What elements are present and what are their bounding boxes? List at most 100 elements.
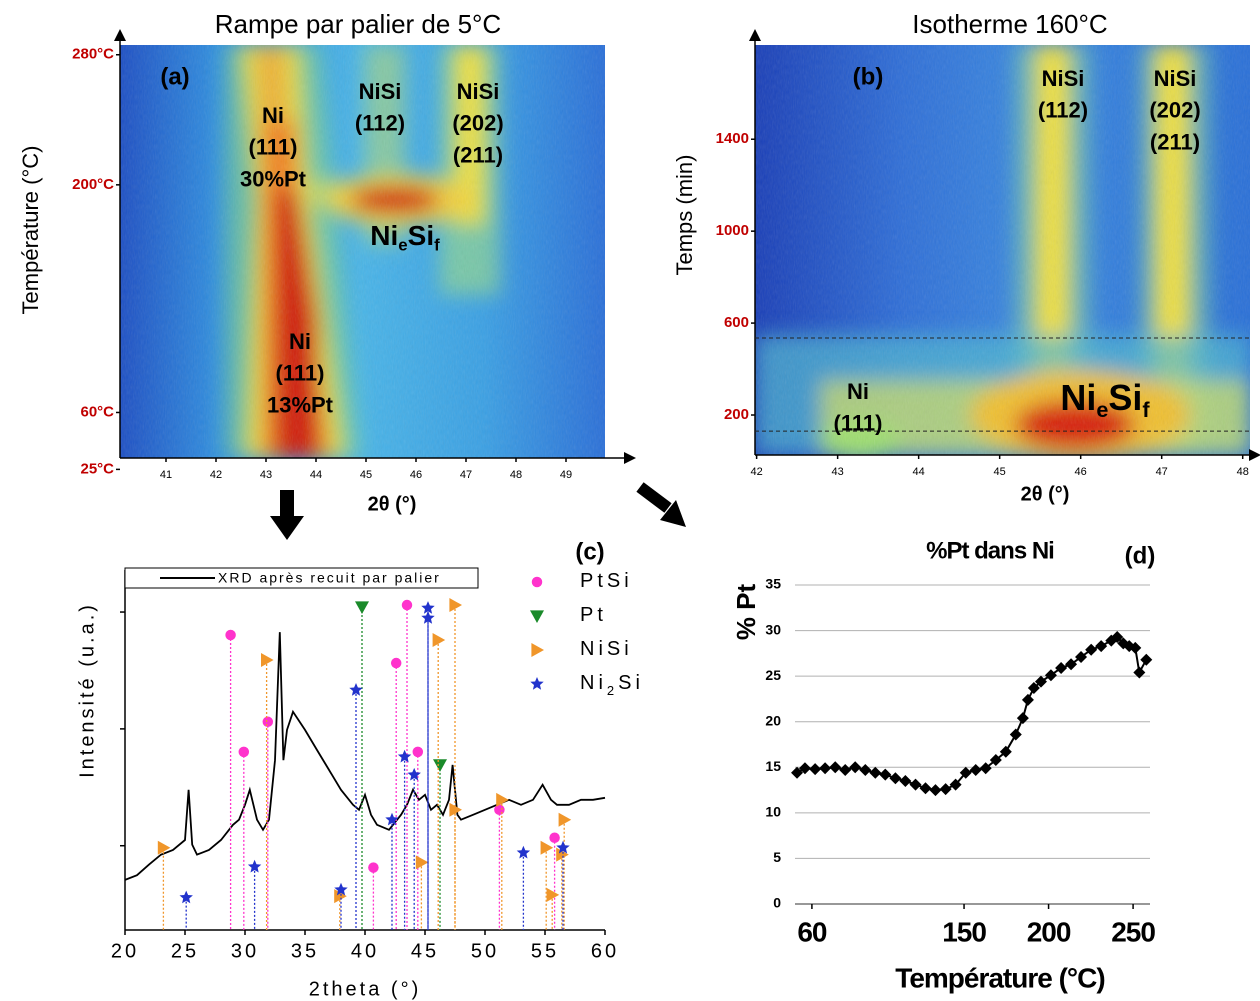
x-tick-label: 46 bbox=[1075, 466, 1087, 478]
x-tick-label: 250 bbox=[1111, 916, 1155, 947]
panel-label: (c) bbox=[575, 538, 604, 565]
y-tick-label: 200°C bbox=[72, 176, 114, 193]
marker bbox=[401, 599, 413, 611]
annotation: (111) bbox=[276, 361, 325, 386]
marker bbox=[1009, 728, 1022, 741]
x-tick-label: 48 bbox=[510, 469, 522, 481]
heatmap-image bbox=[120, 45, 605, 458]
legend-box bbox=[124, 567, 479, 589]
marker bbox=[1027, 681, 1040, 694]
marker bbox=[879, 768, 892, 781]
x-tick-label: 46 bbox=[410, 469, 422, 481]
marker bbox=[979, 762, 992, 775]
marker bbox=[1095, 640, 1108, 653]
x-tick-label: 45 bbox=[360, 469, 372, 481]
marker bbox=[849, 761, 862, 774]
y-axis-label: % Pt bbox=[731, 583, 761, 640]
y-axis-label: Température (°C) bbox=[18, 146, 43, 315]
marker bbox=[1021, 693, 1034, 706]
marker bbox=[421, 611, 435, 624]
marker bbox=[969, 764, 982, 777]
x-tick-label: 35 bbox=[291, 940, 319, 962]
legend-marker bbox=[531, 576, 543, 588]
text-part: e bbox=[398, 236, 407, 255]
annotation: (111) bbox=[249, 135, 298, 160]
y-tick-label: 1000 bbox=[716, 222, 749, 239]
marker bbox=[919, 782, 932, 795]
annotation: NiSi bbox=[457, 79, 500, 104]
y-tick-label: 1400 bbox=[716, 130, 749, 147]
marker bbox=[494, 804, 505, 816]
marker bbox=[556, 840, 570, 854]
marker bbox=[516, 845, 531, 859]
legend-label: PtSi bbox=[580, 570, 633, 592]
marker bbox=[262, 716, 274, 728]
marker bbox=[809, 763, 822, 776]
x-tick-label: 42 bbox=[750, 466, 762, 478]
marker bbox=[999, 745, 1012, 758]
x-tick-label: 47 bbox=[1156, 466, 1168, 478]
marker bbox=[1065, 658, 1078, 671]
marker bbox=[334, 889, 347, 904]
x-tick-label: 44 bbox=[913, 466, 925, 478]
data-line bbox=[796, 635, 1148, 792]
marker bbox=[355, 601, 369, 615]
marker bbox=[829, 761, 842, 774]
x-tick-label: 50 bbox=[471, 940, 499, 962]
x-tick-label: 45 bbox=[994, 466, 1006, 478]
annotation: (202) bbox=[1149, 98, 1200, 123]
y-axis-label: Temps (min) bbox=[672, 154, 697, 275]
annotation: (112) bbox=[1038, 98, 1088, 123]
x-tick-label: 200 bbox=[1027, 916, 1071, 947]
x-tick-label: 30 bbox=[231, 940, 259, 962]
marker bbox=[1085, 643, 1098, 656]
marker bbox=[179, 890, 193, 904]
marker bbox=[1140, 653, 1153, 666]
x-tick-label: 45 bbox=[411, 940, 439, 962]
x-tick-label: 42 bbox=[210, 469, 222, 481]
text-part: Ni bbox=[1060, 377, 1096, 418]
marker bbox=[385, 812, 399, 826]
marker bbox=[909, 778, 922, 791]
y-tick-label: 15 bbox=[765, 758, 781, 774]
marker bbox=[839, 764, 852, 777]
annotation: NiSi bbox=[1154, 66, 1197, 91]
marker bbox=[949, 778, 962, 791]
x-axis-label: 2θ (°) bbox=[368, 493, 417, 515]
annotation: NiSi bbox=[359, 79, 402, 104]
text-part: Ni bbox=[370, 220, 398, 251]
text-part: Si bbox=[1108, 377, 1142, 418]
marker bbox=[791, 766, 804, 779]
chart-title: %Pt dans Ni bbox=[926, 537, 1054, 564]
x-tick-label: 150 bbox=[942, 916, 986, 947]
heatmap-image bbox=[755, 45, 1250, 455]
marker bbox=[407, 767, 421, 781]
marker bbox=[899, 774, 912, 787]
annotation: NiSi bbox=[1042, 66, 1085, 91]
legend-label: Pt bbox=[580, 604, 607, 626]
marker bbox=[449, 802, 462, 817]
y-tick-label: 30 bbox=[765, 621, 781, 637]
panel-label: (d) bbox=[1125, 542, 1156, 569]
legend-label: Ni2Si bbox=[580, 672, 644, 698]
marker bbox=[496, 792, 509, 807]
legend-label: XRD après recuit par palier bbox=[218, 570, 441, 586]
marker bbox=[1129, 641, 1142, 654]
marker bbox=[1055, 661, 1068, 674]
x-axis-label: 2θ (°) bbox=[1021, 483, 1070, 505]
y-tick-label: 600 bbox=[724, 314, 749, 331]
x-tick-label: 47 bbox=[460, 469, 472, 481]
y-tick-label: 280°C bbox=[72, 46, 114, 63]
text-part: f bbox=[1142, 397, 1150, 422]
y-tick-label: 35 bbox=[765, 576, 781, 592]
x-tick-label: 41 bbox=[160, 469, 172, 481]
annotation: (111) bbox=[834, 411, 883, 436]
x-tick-label: 40 bbox=[351, 940, 379, 962]
marker bbox=[238, 746, 250, 758]
y-tick-label: 25 bbox=[765, 667, 781, 683]
marker bbox=[225, 629, 236, 641]
x-tick-label: 20 bbox=[111, 940, 139, 962]
x-tick-label: 55 bbox=[531, 940, 559, 962]
annotation: Ni bbox=[847, 379, 869, 404]
annotation: Ni bbox=[289, 329, 311, 354]
